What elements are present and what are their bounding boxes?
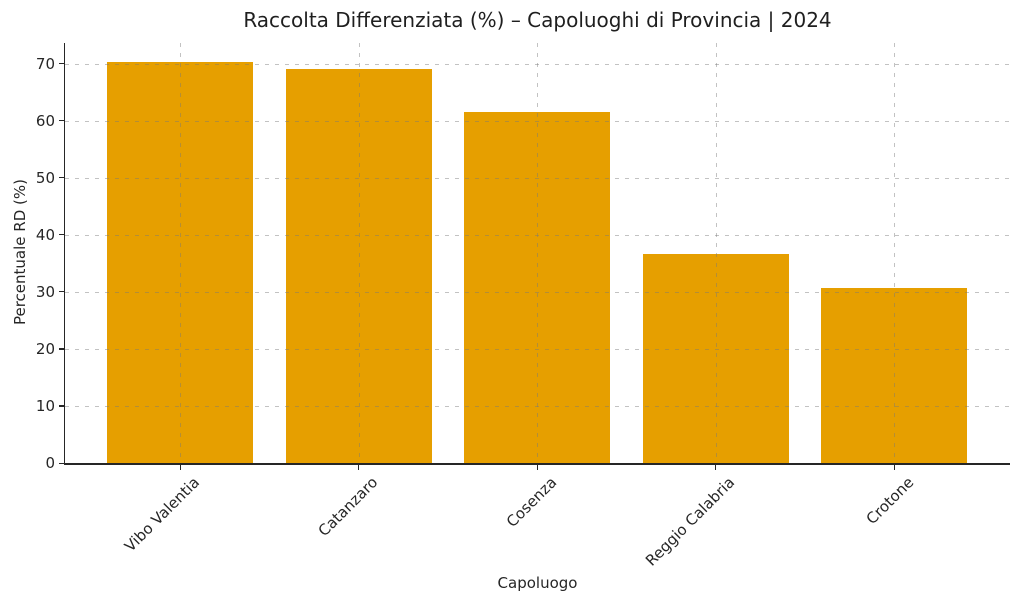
x-tick-reggio-calabria	[715, 464, 717, 470]
chart-title: Raccolta Differenziata (%) – Capoluoghi …	[243, 8, 832, 32]
y-tick-70	[58, 63, 64, 65]
x-tick-label-cosenza: Cosenza	[502, 473, 561, 531]
x-tick-label-catanzaro: Catanzaro	[314, 473, 382, 540]
x-axis-label: Capoluogo	[497, 574, 578, 592]
gridline-x-vibo-valentia	[180, 43, 181, 463]
y-tick-30	[58, 291, 64, 293]
y-tick-0	[58, 462, 64, 464]
gridline-y-70	[65, 63, 1010, 65]
y-tick-label-50: 50	[35, 168, 55, 187]
y-tick-label-20: 20	[35, 339, 55, 358]
y-tick-label-70: 70	[35, 54, 55, 73]
gridline-x-crotone	[894, 43, 895, 463]
bar-reggio-calabria	[642, 253, 789, 463]
y-tick-40	[58, 234, 64, 236]
y-tick-label-60: 60	[35, 111, 55, 130]
gridline-y-60	[65, 120, 1010, 122]
x-tick-crotone	[893, 464, 895, 470]
gridline-y-40	[65, 234, 1010, 236]
gridline-x-catanzaro	[358, 43, 360, 463]
y-tick-label-10: 10	[35, 396, 55, 415]
x-tick-label-crotone: Crotone	[862, 473, 918, 528]
x-tick-vibo-valentia	[179, 464, 181, 470]
gridline-y-10	[65, 405, 1010, 407]
bar-cosenza	[464, 112, 610, 463]
gridline-y-30	[65, 291, 1010, 293]
y-tick-label-0: 0	[45, 454, 55, 472]
x-axis-spine	[63, 463, 1010, 465]
y-tick-label-40: 40	[35, 225, 55, 244]
gridline-y-50	[65, 177, 1010, 179]
y-tick-50	[58, 177, 64, 179]
y-tick-60	[58, 120, 64, 122]
x-tick-cosenza	[536, 464, 538, 470]
bar-vibo-valentia	[107, 61, 253, 463]
gridline-y-20	[65, 348, 1010, 350]
x-tick-label-vibo-valentia: Vibo Valentia	[120, 473, 204, 556]
bar-crotone	[821, 288, 967, 463]
y-tick-20	[58, 348, 64, 350]
gridline-x-reggio-calabria	[715, 43, 717, 463]
x-tick-label-reggio-calabria: Reggio Calabria	[642, 473, 739, 570]
y-tick-label-30: 30	[35, 282, 55, 301]
x-tick-catanzaro	[358, 464, 360, 470]
gridline-x-cosenza	[537, 43, 538, 463]
y-tick-10	[58, 405, 64, 407]
y-axis-spine	[63, 43, 65, 465]
bar-catanzaro	[285, 68, 432, 463]
